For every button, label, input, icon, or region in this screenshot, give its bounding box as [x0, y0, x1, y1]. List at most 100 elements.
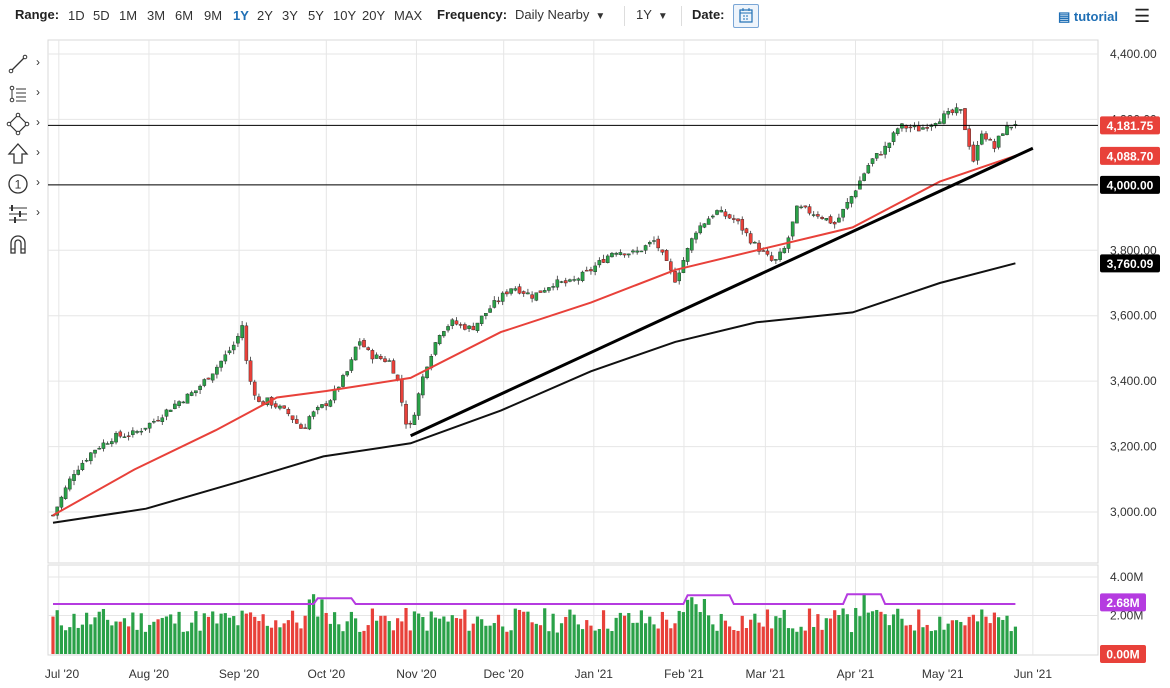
volume-bar: [261, 614, 265, 654]
range-button-2y[interactable]: 2Y: [257, 8, 273, 23]
volume-bar: [984, 616, 988, 654]
volume-bar: [475, 616, 480, 654]
candle: [215, 366, 219, 375]
volume-bar: [933, 630, 938, 654]
volume-bar: [1005, 615, 1009, 654]
volume-bar: [551, 613, 555, 654]
candle: [895, 128, 900, 134]
candle: [97, 447, 102, 450]
candle: [841, 208, 845, 218]
range-button-3y[interactable]: 3Y: [282, 8, 298, 23]
candle: [383, 358, 387, 362]
candle: [442, 331, 446, 337]
volume-bar: [219, 613, 223, 654]
fibonacci-tool[interactable]: ›: [6, 82, 46, 106]
volume-bar: [375, 620, 379, 654]
volume-bar: [93, 617, 97, 654]
numbered-circle-icon: 1: [8, 174, 28, 194]
x-tick-label: Jul '20: [45, 667, 80, 681]
volume-bar: [732, 629, 736, 654]
candle: [290, 415, 295, 420]
volume-bar: [1009, 631, 1013, 654]
candle: [320, 404, 324, 408]
candle: [614, 252, 618, 255]
trendline-tool[interactable]: ›: [6, 52, 46, 76]
hamburger-menu-icon[interactable]: ☰: [1134, 6, 1151, 26]
candle: [870, 158, 875, 164]
volume-bar: [522, 611, 526, 654]
magnet-tool[interactable]: [6, 232, 46, 256]
volume-bar: [190, 622, 194, 654]
candle: [509, 288, 513, 294]
range-button-3m[interactable]: 3M: [147, 8, 166, 23]
candle: [105, 443, 110, 445]
volume-bar: [967, 616, 971, 654]
volume-bar: [484, 625, 488, 654]
x-tick-label: Nov '20: [396, 667, 437, 681]
range-button-5d[interactable]: 5D: [93, 8, 110, 23]
range-button-6m[interactable]: 6M: [175, 8, 194, 23]
range-button-1m[interactable]: 1M: [119, 8, 138, 23]
measure-tool[interactable]: ›: [6, 202, 46, 226]
candle: [500, 292, 505, 302]
volume-bar: [942, 629, 946, 654]
period-select[interactable]: 1Y ▼: [636, 7, 668, 22]
candle: [324, 403, 328, 407]
candle: [164, 409, 169, 417]
annotation-tool[interactable]: 1 ›: [6, 172, 46, 196]
volume-bar: [240, 610, 244, 654]
candle: [353, 346, 358, 361]
volume-bar: [429, 611, 433, 654]
volume-bar: [404, 608, 408, 654]
volume-bar: [715, 630, 719, 654]
candle: [156, 419, 160, 422]
diamond-nodes-icon: [6, 112, 30, 136]
shapes-tool[interactable]: ›: [6, 112, 46, 136]
candle: [80, 462, 85, 471]
volume-bar: [64, 630, 68, 654]
volume-bar: [366, 625, 370, 654]
candle: [698, 225, 703, 234]
candle: [160, 417, 165, 423]
candle: [580, 271, 585, 281]
tutorial-link[interactable]: ▤ tutorial: [1058, 9, 1118, 25]
candle: [668, 261, 673, 271]
range-button-10y[interactable]: 10Y: [333, 8, 357, 23]
volume-bar: [660, 611, 664, 654]
volume-bar: [929, 631, 933, 654]
candle: [446, 326, 450, 331]
price-tick-label: 3,000.00: [1110, 505, 1157, 519]
candle: [694, 232, 698, 240]
range-button-1y[interactable]: 1Y: [233, 8, 249, 23]
candle: [790, 221, 795, 237]
arrow-tool[interactable]: ›: [6, 142, 46, 166]
frequency-select[interactable]: Daily Nearby ▼: [515, 7, 605, 22]
range-button-20y[interactable]: 20Y: [362, 8, 386, 23]
divider: [681, 6, 682, 26]
volume-bar: [446, 621, 450, 654]
candle: [349, 359, 354, 371]
candle: [1005, 125, 1009, 135]
candle: [853, 190, 858, 198]
volume-bar: [131, 612, 135, 654]
candle: [685, 248, 690, 262]
range-button-1d[interactable]: 1D: [68, 8, 85, 23]
candle: [837, 217, 841, 223]
range-button-5y[interactable]: 5Y: [308, 8, 324, 23]
candle: [921, 127, 925, 130]
range-button-max[interactable]: MAX: [394, 8, 423, 23]
candle: [177, 401, 181, 406]
volume-bar: [450, 615, 454, 654]
volume-bar: [295, 622, 299, 654]
calendar-button[interactable]: [733, 4, 759, 28]
trendline[interactable]: [410, 146, 1034, 438]
volume-bar: [278, 627, 282, 654]
volume-bar: [681, 612, 686, 654]
range-button-9m[interactable]: 9M: [204, 8, 223, 23]
volume-bar: [858, 616, 862, 654]
volume-bar: [997, 617, 1001, 654]
volume-bar: [946, 623, 950, 654]
volume-bar: [589, 625, 593, 654]
candle: [1009, 126, 1014, 129]
